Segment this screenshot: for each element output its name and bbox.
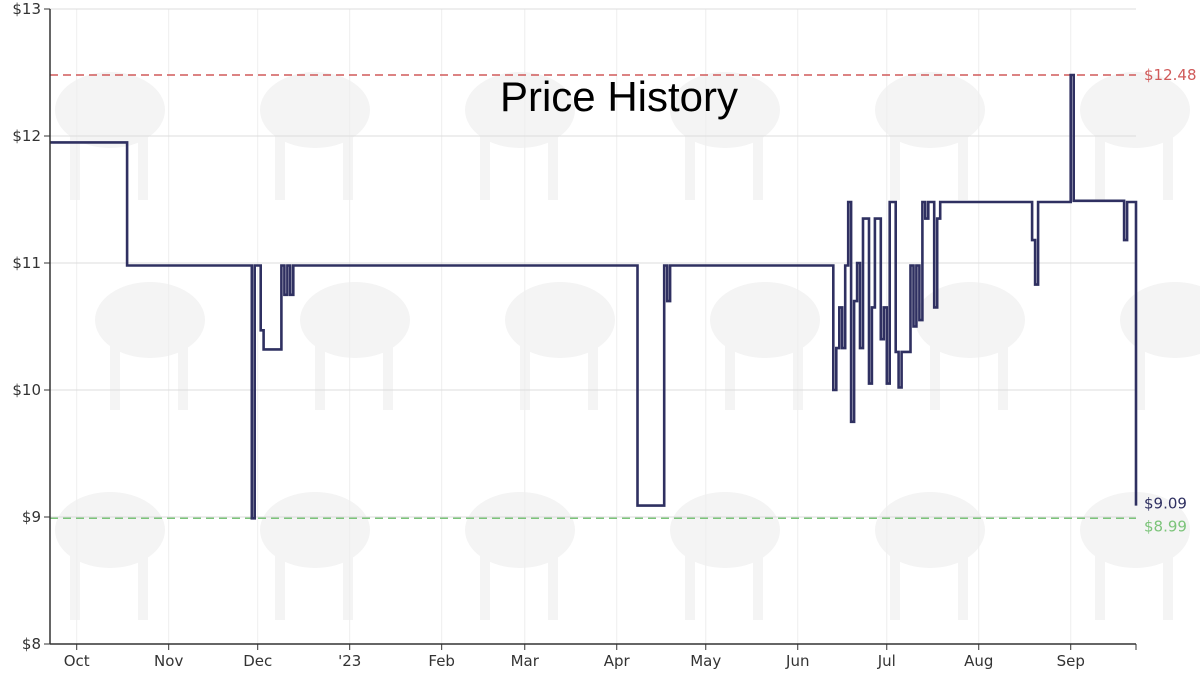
chart-title: Price History <box>500 73 738 120</box>
watermark-shape <box>753 550 763 620</box>
watermark-shape <box>958 130 968 200</box>
watermark-shape <box>548 130 558 200</box>
watermark-shape <box>1095 550 1105 620</box>
watermark-shape <box>465 72 575 148</box>
y-tick-label: $8 <box>22 635 41 653</box>
watermark-shape <box>55 72 165 148</box>
watermark-shape <box>480 130 490 200</box>
watermark-shape <box>725 340 735 410</box>
watermark-shape <box>505 282 615 358</box>
reference-line-label: $8.99 <box>1144 517 1187 535</box>
y-tick-label: $10 <box>12 381 41 399</box>
watermark-shape <box>685 130 695 200</box>
watermark-shape <box>275 130 285 200</box>
y-tick-label: $11 <box>12 254 41 272</box>
x-tick-label: Jun <box>785 652 809 670</box>
watermark-shape <box>1080 492 1190 568</box>
x-tick-labels: Oct Nov Dec '23 Feb Mar Apr May Jun Jul Aug Sep <box>64 652 1085 670</box>
watermark-shape <box>753 130 763 200</box>
right-price-labels: $12.48 $8.99 $9.09 <box>1144 66 1197 535</box>
watermark-shape <box>1120 282 1200 358</box>
price-series-line <box>50 73 1138 520</box>
watermark-shape <box>890 130 900 200</box>
x-tick-label: Mar <box>511 652 540 670</box>
watermark-shape <box>480 550 490 620</box>
watermark-shape <box>343 550 353 620</box>
x-gridlines <box>76 9 1137 650</box>
x-tick-label: Jul <box>877 652 896 670</box>
watermark-shape <box>1135 340 1145 410</box>
watermark-shape <box>890 550 900 620</box>
watermark-shape <box>958 550 968 620</box>
x-tick-label: Sep <box>1057 652 1085 670</box>
watermark-shape <box>465 492 575 568</box>
watermark-shape <box>548 550 558 620</box>
watermark-shape <box>998 340 1008 410</box>
x-tick-label: Oct <box>64 652 90 670</box>
watermark-shape <box>588 340 598 410</box>
watermark-shape <box>383 340 393 410</box>
watermark-shape <box>1163 550 1173 620</box>
watermark-shape <box>670 492 780 568</box>
watermark-shape <box>260 72 370 148</box>
current-price-label: $9.09 <box>1144 495 1187 513</box>
camel-watermark <box>55 72 1200 620</box>
watermark-shape <box>670 72 780 148</box>
y-tick-labels: $8 $9 $10 $11 $12 $13 <box>12 0 41 653</box>
x-tick-label: May <box>690 652 721 670</box>
watermark-shape <box>315 340 325 410</box>
watermark-shape <box>915 282 1025 358</box>
watermark-shape <box>260 492 370 568</box>
x-tick-label: Aug <box>964 652 993 670</box>
y-tick-label: $12 <box>12 127 41 145</box>
x-tick-label: Apr <box>604 652 631 670</box>
watermark-shape <box>178 340 188 410</box>
watermark-shape <box>138 130 148 200</box>
watermark-shape <box>138 550 148 620</box>
watermark-shape <box>875 492 985 568</box>
watermark-shape <box>300 282 410 358</box>
y-tick-label: $9 <box>22 508 41 526</box>
x-tick-label: Feb <box>428 652 455 670</box>
reference-line-label: $12.48 <box>1144 66 1197 84</box>
y-tick-label: $13 <box>12 0 41 18</box>
watermark-shape <box>343 130 353 200</box>
watermark-shape <box>1163 130 1173 200</box>
watermark-shape <box>95 282 205 358</box>
watermark-shape <box>275 550 285 620</box>
watermark-shape <box>875 72 985 148</box>
watermark-shape <box>1080 72 1190 148</box>
watermark-shape <box>685 550 695 620</box>
watermark-shape <box>110 340 120 410</box>
x-tick-label: Nov <box>154 652 183 670</box>
watermark-shape <box>1095 130 1105 200</box>
x-tick-label: '23 <box>338 652 361 670</box>
series-layer <box>50 73 1138 520</box>
watermark-shape <box>70 130 80 200</box>
x-tick-label: Dec <box>243 652 272 670</box>
watermark-shape <box>710 282 820 358</box>
axes <box>49 9 1136 645</box>
watermark-shape <box>55 492 165 568</box>
reference-lines <box>50 74 1136 520</box>
watermark-shape <box>70 550 80 620</box>
watermark-shape <box>930 340 940 410</box>
